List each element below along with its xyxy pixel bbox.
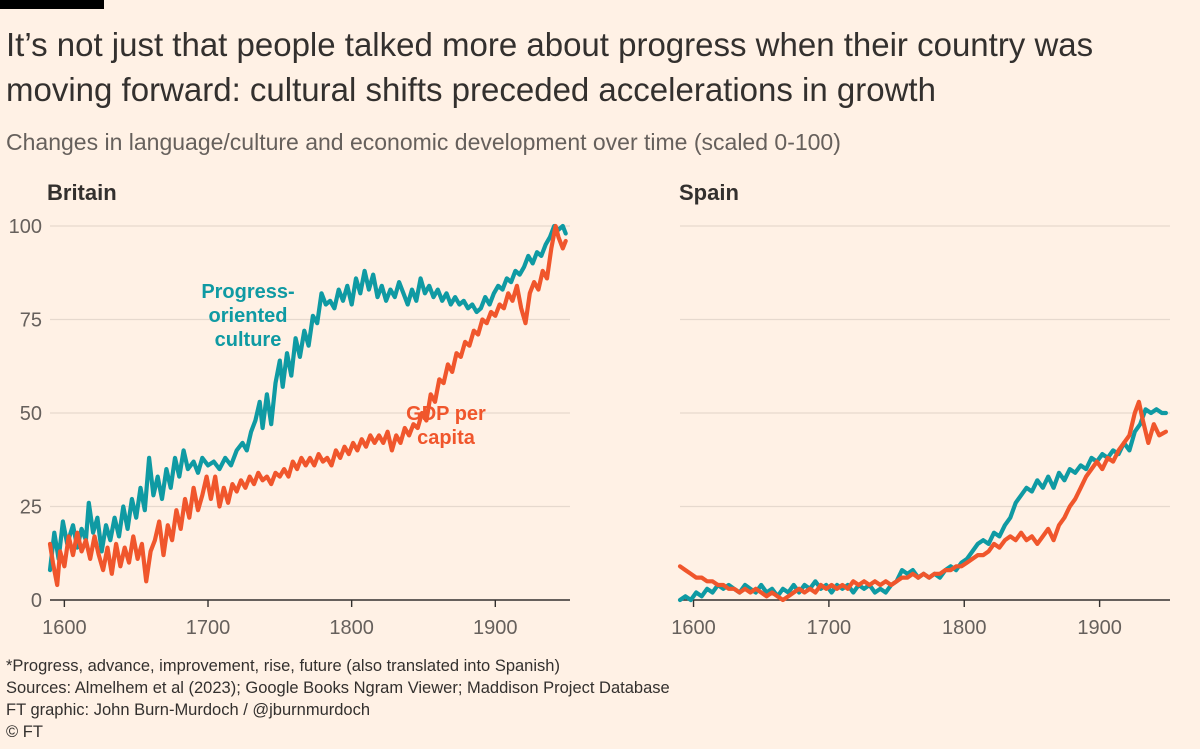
britain-gdp-label-line: capita (417, 427, 476, 449)
britain-gdp-label: GDP per capita (406, 403, 486, 449)
britain-xtick-label: 1900 (473, 617, 518, 639)
britain-culture-label-line: oriented (209, 305, 288, 327)
britain-ytick-label: 0 (31, 590, 42, 612)
britain-ytick-label: 75 (20, 310, 42, 332)
spain-xtick-label: 1800 (942, 617, 987, 639)
footnote: *Progress, advance, improvement, rise, f… (6, 657, 560, 675)
britain-title: Britain (47, 180, 117, 205)
britain-xtick-label: 1800 (329, 617, 374, 639)
sources: Sources: Almelhem et al (2023); Google B… (6, 679, 670, 697)
page-subtitle: Changes in language/culture and economic… (6, 129, 841, 155)
spain-xtick-label: 1900 (1077, 617, 1122, 639)
page-title: It’s not just that people talked more ab… (6, 26, 1094, 108)
copyright: © FT (6, 723, 43, 741)
spain-title: Spain (679, 180, 739, 205)
spain-gdp-line (677, 399, 1168, 603)
britain-culture-label-line: Progress- (201, 281, 294, 303)
britain-xtick-label: 1700 (186, 617, 231, 639)
britain-panel: Britain 0 25 50 75 100 1600 1700 1800 1900 Progres… (9, 180, 570, 639)
britain-ytick-label: 25 (20, 497, 42, 519)
footer: *Progress, advance, improvement, rise, f… (6, 655, 1196, 743)
britain-gdp-label-line: GDP per (406, 403, 486, 425)
spain-xtick-label: 1700 (807, 617, 852, 639)
ft-top-bar (0, 0, 104, 9)
britain-ytick-label: 50 (20, 403, 42, 425)
credit: FT graphic: John Burn-Murdoch / @jburnmu… (6, 701, 371, 719)
britain-culture-label: Progress-oriented culture (201, 281, 294, 351)
britain-culture-line (47, 223, 568, 573)
britain-ytick-label: 100 (9, 216, 42, 238)
britain-culture-label-line: culture (215, 329, 282, 351)
chart-area: Britain 0 25 50 75 100 1600 1700 1800 1900 Progres… (9, 180, 1170, 639)
spain-culture-line (677, 407, 1168, 603)
spain-panel: Spain 1600 1700 1800 1900 (671, 180, 1170, 639)
britain-xtick-label: 1600 (42, 617, 87, 639)
britain-gdp-line (47, 223, 568, 588)
spain-xtick-label: 1600 (671, 617, 716, 639)
